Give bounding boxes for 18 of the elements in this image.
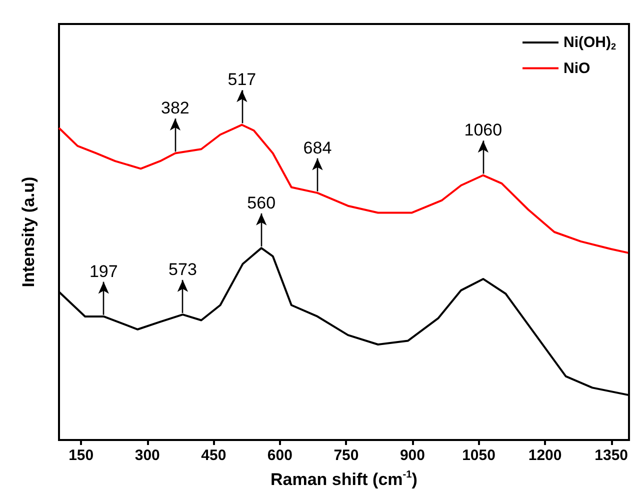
x-tick-label: 900 bbox=[400, 447, 425, 464]
annotation: 382 bbox=[161, 98, 190, 118]
annotation: 573 bbox=[168, 260, 197, 279]
annotation: 560 bbox=[247, 193, 276, 212]
x-tick-label: 600 bbox=[267, 447, 292, 464]
x-tick-label: 1050 bbox=[462, 447, 496, 464]
x-tick-label: 1350 bbox=[594, 447, 628, 464]
x-tick-label: 300 bbox=[134, 447, 160, 464]
y-axis-title: Intensity (a.u) bbox=[19, 176, 38, 288]
annotation: 684 bbox=[303, 138, 332, 158]
annotation: 197 bbox=[89, 262, 118, 281]
annotation: 517 bbox=[228, 70, 256, 90]
x-tick-label: 750 bbox=[334, 447, 359, 464]
x-tick-label: 450 bbox=[201, 447, 226, 464]
x-tick-label: 150 bbox=[68, 447, 94, 464]
annotation: 1060 bbox=[464, 120, 502, 140]
x-tick-label: 1200 bbox=[528, 447, 562, 464]
legend-label: NiO bbox=[564, 60, 591, 77]
